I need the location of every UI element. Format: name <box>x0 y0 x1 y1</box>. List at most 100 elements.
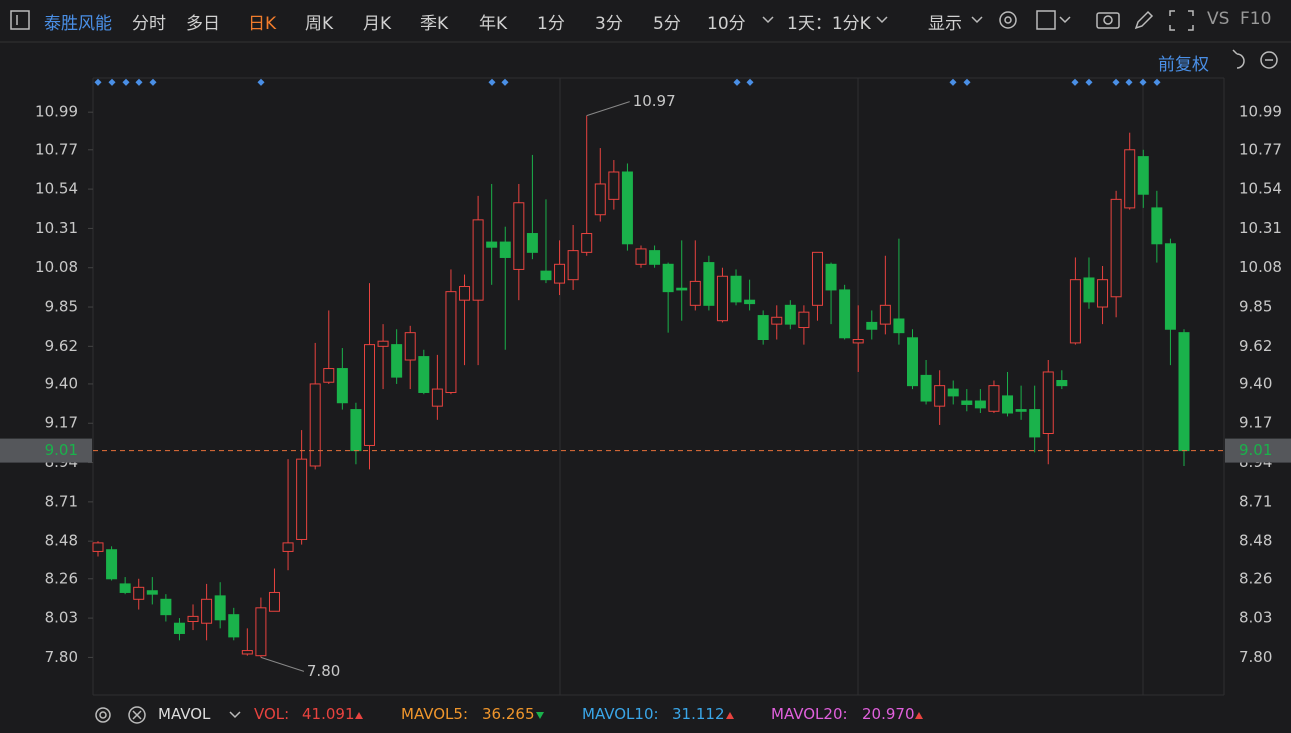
candle-body <box>716 275 728 322</box>
candle-body <box>920 374 932 402</box>
candle-body <box>160 598 172 616</box>
candle-body <box>540 270 552 281</box>
candle-body <box>825 263 837 291</box>
tab[interactable]: 季K <box>420 14 449 34</box>
indicator-label: MAVOL20: <box>771 705 848 723</box>
candle-body <box>1137 156 1149 195</box>
candle-body <box>798 311 810 329</box>
candle-body <box>146 590 158 595</box>
y-tick-label-right: 8.03 <box>1239 609 1272 627</box>
candle-body <box>1164 243 1176 330</box>
last-price-label: 9.01 <box>45 441 78 459</box>
candle-body <box>961 400 973 405</box>
candle-body <box>947 388 959 397</box>
tab[interactable]: 3分 <box>595 14 623 34</box>
last-price-box-right <box>1225 438 1291 463</box>
indicator-label: VOL: <box>254 705 290 723</box>
candle-body <box>1110 198 1122 298</box>
indicator-label: MAVOL10: <box>582 705 659 723</box>
y-tick-label-right: 10.08 <box>1239 258 1282 276</box>
y-tick-label: 8.26 <box>45 569 78 587</box>
indicator-value: 31.112 <box>672 705 725 723</box>
annotation-label: 10.97 <box>633 92 676 110</box>
candle-body <box>784 304 796 325</box>
y-tick-label-right: 9.85 <box>1239 298 1272 316</box>
tab[interactable]: 1分 <box>537 14 565 34</box>
candle-body <box>988 385 1000 412</box>
candle-body <box>662 263 674 293</box>
indicator-value: 36.265 <box>482 705 535 723</box>
candle-body <box>187 615 199 623</box>
candle-body <box>554 263 566 284</box>
annotation-leader <box>260 656 305 672</box>
y-tick-label: 8.71 <box>45 492 78 510</box>
candle-body <box>228 614 240 638</box>
annotation-label: 7.80 <box>307 662 340 680</box>
tab[interactable]: 分时 <box>132 14 166 34</box>
candle-body <box>839 289 851 339</box>
display-menu[interactable]: 显示 <box>928 14 962 34</box>
candle-body <box>309 383 321 467</box>
indicator-name[interactable]: MAVOL <box>158 705 211 723</box>
indicator-value: 41.091 <box>302 705 355 723</box>
candle-body <box>445 291 457 393</box>
tab[interactable]: 月K <box>363 14 392 34</box>
candle-body <box>1097 279 1109 308</box>
candle-body <box>431 388 443 407</box>
f10-button[interactable]: F10 <box>1240 9 1272 29</box>
y-tick-label-right: 10.54 <box>1239 180 1282 198</box>
tab[interactable]: 周K <box>305 14 334 34</box>
candle-body <box>703 262 715 306</box>
frame <box>92 77 1225 696</box>
y-tick-label: 10.99 <box>35 103 78 121</box>
last-price-label-right: 9.01 <box>1239 441 1272 459</box>
period-select[interactable]: 1天：1分K <box>787 14 871 34</box>
candle-body <box>241 650 253 655</box>
candle-body <box>635 248 647 265</box>
tab[interactable]: 5分 <box>653 14 681 34</box>
candle-body <box>1124 149 1136 209</box>
candle-body <box>499 241 511 258</box>
y-tick-label-right: 9.17 <box>1239 414 1272 432</box>
candle-body <box>1002 395 1014 414</box>
y-tick-label: 8.03 <box>45 609 78 627</box>
candle-body <box>811 251 823 306</box>
y-tick-label-right: 10.77 <box>1239 140 1282 158</box>
candle-body <box>1069 279 1081 344</box>
candle-body <box>214 595 226 621</box>
candle-body <box>133 586 145 600</box>
y-tick-label-right: 7.80 <box>1239 648 1272 666</box>
y-tick-label-right: 9.62 <box>1239 337 1272 355</box>
tab[interactable]: 10分 <box>707 14 746 34</box>
candle-body <box>934 385 946 407</box>
candle-body <box>689 280 701 306</box>
candle-body <box>486 241 498 248</box>
candle-body <box>391 344 403 378</box>
adjust-button[interactable]: 前复权 <box>1158 55 1209 75</box>
tab[interactable]: 多日 <box>186 14 220 34</box>
vs-button[interactable]: VS <box>1207 9 1230 29</box>
candle-body <box>459 286 471 301</box>
y-tick-label: 7.80 <box>45 648 78 666</box>
candle-body <box>282 542 294 552</box>
candle-body <box>567 250 579 281</box>
y-tick-label: 9.85 <box>45 298 78 316</box>
candle-body <box>744 299 756 305</box>
stock-name[interactable]: 泰胜风能 <box>44 14 112 34</box>
tab[interactable]: 年K <box>479 14 508 34</box>
candle-body <box>255 607 267 657</box>
candle-body <box>852 338 864 344</box>
candle-body <box>336 368 348 404</box>
candle-body <box>907 337 918 387</box>
candle-body <box>1015 409 1027 412</box>
candle-body <box>350 409 362 452</box>
candle-body <box>296 458 308 540</box>
indicator-value: 20.970 <box>862 705 915 723</box>
candle-body <box>1029 409 1041 438</box>
tab-active[interactable]: 日K <box>248 14 277 34</box>
event-markers <box>94 78 1161 86</box>
y-tick-label: 9.62 <box>45 337 78 355</box>
candle-body <box>879 304 891 325</box>
